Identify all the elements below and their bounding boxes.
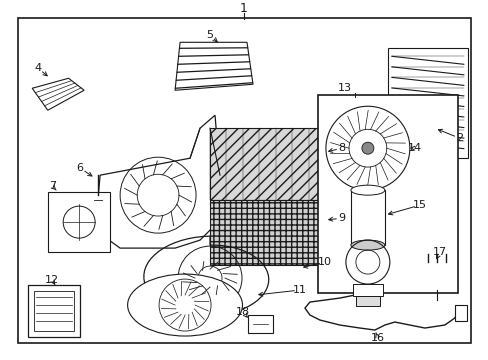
Bar [28, 285, 80, 337]
Circle shape [91, 193, 105, 207]
Text: 1: 1 [240, 2, 247, 15]
Text: 18: 18 [235, 307, 249, 317]
Bar [34, 291, 74, 331]
Bar [48, 192, 110, 252]
Text: 2: 2 [455, 133, 463, 143]
Text: 7: 7 [48, 181, 56, 191]
Text: 11: 11 [292, 285, 306, 295]
Ellipse shape [350, 240, 384, 250]
Bar [419, 262, 454, 290]
Bar [352, 284, 382, 296]
Text: 15: 15 [412, 200, 426, 210]
Text: 12: 12 [45, 275, 59, 285]
Ellipse shape [127, 274, 242, 336]
Text: 13: 13 [337, 83, 351, 93]
Text: 10: 10 [317, 257, 331, 267]
Text: 6: 6 [77, 163, 83, 173]
Text: 4: 4 [35, 63, 41, 73]
Bar [317, 95, 457, 293]
Bar [387, 48, 467, 158]
Bar [355, 296, 379, 306]
Text: 17: 17 [432, 247, 446, 257]
Bar [350, 190, 384, 245]
Ellipse shape [350, 185, 384, 195]
Text: 8: 8 [338, 143, 345, 153]
Text: 9: 9 [338, 213, 345, 223]
Circle shape [361, 142, 373, 154]
Bar [454, 305, 466, 321]
Text: 5: 5 [206, 30, 213, 40]
Bar [247, 315, 272, 333]
Bar [210, 200, 324, 265]
Text: 14: 14 [407, 143, 421, 153]
Bar [210, 128, 324, 200]
Text: 16: 16 [370, 333, 384, 343]
